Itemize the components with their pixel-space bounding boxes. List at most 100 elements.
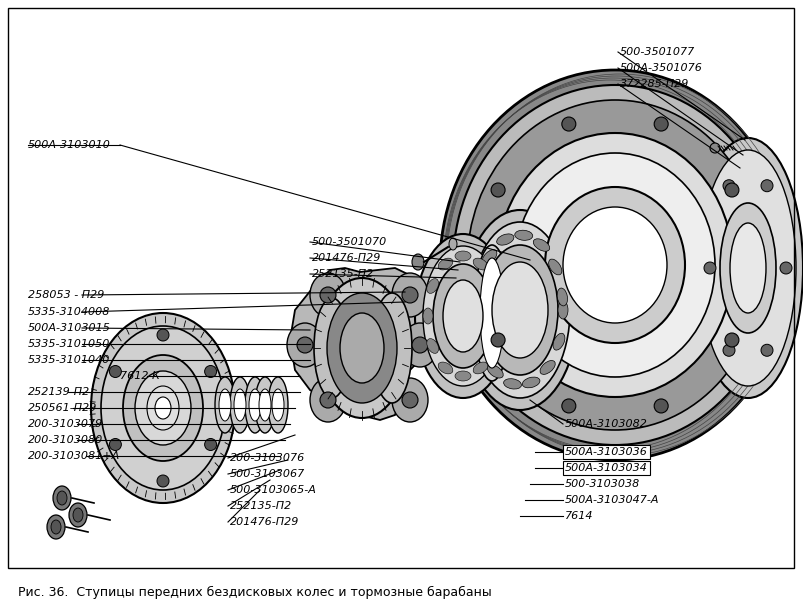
Ellipse shape: [57, 491, 67, 505]
Ellipse shape: [135, 371, 191, 445]
Ellipse shape: [316, 278, 406, 418]
Text: 200-3103080: 200-3103080: [28, 435, 103, 445]
Ellipse shape: [51, 520, 61, 534]
Text: 200-3103081+А: 200-3103081+А: [28, 451, 120, 461]
Ellipse shape: [214, 377, 234, 433]
Ellipse shape: [544, 187, 684, 343]
Ellipse shape: [426, 338, 438, 353]
Text: 5335-3101040: 5335-3101040: [28, 355, 110, 365]
Ellipse shape: [109, 439, 121, 450]
Ellipse shape: [411, 254, 423, 270]
Text: 250561-П29: 250561-П29: [28, 403, 97, 413]
Ellipse shape: [699, 150, 795, 386]
Ellipse shape: [433, 264, 492, 368]
Text: 500А-3103082: 500А-3103082: [565, 419, 647, 429]
Ellipse shape: [47, 515, 65, 539]
Ellipse shape: [476, 339, 488, 356]
Ellipse shape: [514, 230, 532, 241]
Ellipse shape: [392, 378, 427, 422]
Ellipse shape: [779, 262, 791, 274]
Polygon shape: [290, 268, 430, 420]
Ellipse shape: [491, 262, 548, 358]
Ellipse shape: [540, 360, 555, 375]
Ellipse shape: [462, 210, 577, 410]
Ellipse shape: [552, 334, 565, 350]
Text: 201476-П29: 201476-П29: [312, 253, 381, 263]
Ellipse shape: [729, 223, 765, 313]
Ellipse shape: [340, 313, 384, 383]
Ellipse shape: [557, 301, 567, 319]
Ellipse shape: [454, 371, 471, 381]
Ellipse shape: [310, 378, 345, 422]
Ellipse shape: [327, 293, 397, 403]
Ellipse shape: [414, 234, 511, 398]
Ellipse shape: [402, 323, 438, 367]
Ellipse shape: [442, 280, 483, 352]
Ellipse shape: [487, 365, 503, 378]
Ellipse shape: [491, 333, 504, 347]
Ellipse shape: [491, 183, 504, 197]
Ellipse shape: [287, 323, 323, 367]
Ellipse shape: [259, 389, 271, 421]
Ellipse shape: [492, 308, 503, 324]
Text: 5335-3101050: 5335-3101050: [28, 339, 110, 349]
Ellipse shape: [487, 278, 499, 293]
Text: 500-3103067: 500-3103067: [230, 469, 305, 479]
Ellipse shape: [314, 298, 349, 398]
Ellipse shape: [496, 234, 513, 245]
Ellipse shape: [439, 70, 789, 460]
Text: 500А-3103015: 500А-3103015: [28, 323, 111, 333]
Ellipse shape: [53, 486, 71, 510]
Text: 500А-3103010: 500А-3103010: [28, 140, 111, 150]
Ellipse shape: [91, 313, 234, 503]
Text: 252135-П2: 252135-П2: [312, 269, 373, 279]
Ellipse shape: [496, 133, 732, 397]
Ellipse shape: [703, 262, 715, 274]
Ellipse shape: [271, 389, 283, 421]
Ellipse shape: [157, 475, 169, 487]
Ellipse shape: [561, 399, 575, 413]
Ellipse shape: [372, 293, 411, 403]
Ellipse shape: [411, 337, 427, 353]
Ellipse shape: [155, 397, 171, 419]
Ellipse shape: [722, 345, 734, 356]
Ellipse shape: [452, 85, 776, 445]
Ellipse shape: [454, 251, 471, 261]
Ellipse shape: [267, 377, 287, 433]
Ellipse shape: [474, 245, 509, 381]
Text: 500-3501077: 500-3501077: [619, 47, 695, 57]
Text: 200-3103079: 200-3103079: [28, 419, 103, 429]
Ellipse shape: [123, 355, 202, 461]
Ellipse shape: [147, 386, 179, 430]
Ellipse shape: [482, 245, 557, 375]
Ellipse shape: [109, 365, 121, 378]
Ellipse shape: [310, 273, 345, 317]
Text: 201476-П29: 201476-П29: [230, 517, 299, 527]
Ellipse shape: [482, 250, 496, 264]
Ellipse shape: [73, 508, 83, 522]
Ellipse shape: [101, 326, 225, 490]
Ellipse shape: [760, 345, 772, 356]
Ellipse shape: [218, 389, 230, 421]
Ellipse shape: [320, 287, 336, 303]
Ellipse shape: [402, 287, 418, 303]
Ellipse shape: [249, 389, 261, 421]
Text: 372285-П29: 372285-П29: [619, 79, 688, 89]
Ellipse shape: [157, 329, 169, 341]
Text: 500А-3501076: 500А-3501076: [619, 63, 702, 73]
Ellipse shape: [422, 308, 433, 324]
Text: 500-3501070: 500-3501070: [312, 237, 387, 247]
Ellipse shape: [722, 180, 734, 192]
Ellipse shape: [402, 392, 418, 408]
Ellipse shape: [467, 100, 762, 430]
Text: 500-3103065-А: 500-3103065-А: [230, 485, 316, 495]
Ellipse shape: [69, 503, 87, 527]
Ellipse shape: [503, 379, 521, 389]
Text: 500-3103038: 500-3103038: [565, 479, 639, 489]
Ellipse shape: [438, 362, 452, 374]
Ellipse shape: [654, 399, 667, 413]
Ellipse shape: [392, 273, 427, 317]
Ellipse shape: [561, 117, 575, 131]
Text: Рис. 36.  Ступицы передних бездисковых колес и тормозные барабаны: Рис. 36. Ступицы передних бездисковых ко…: [18, 586, 491, 599]
Ellipse shape: [448, 238, 456, 250]
